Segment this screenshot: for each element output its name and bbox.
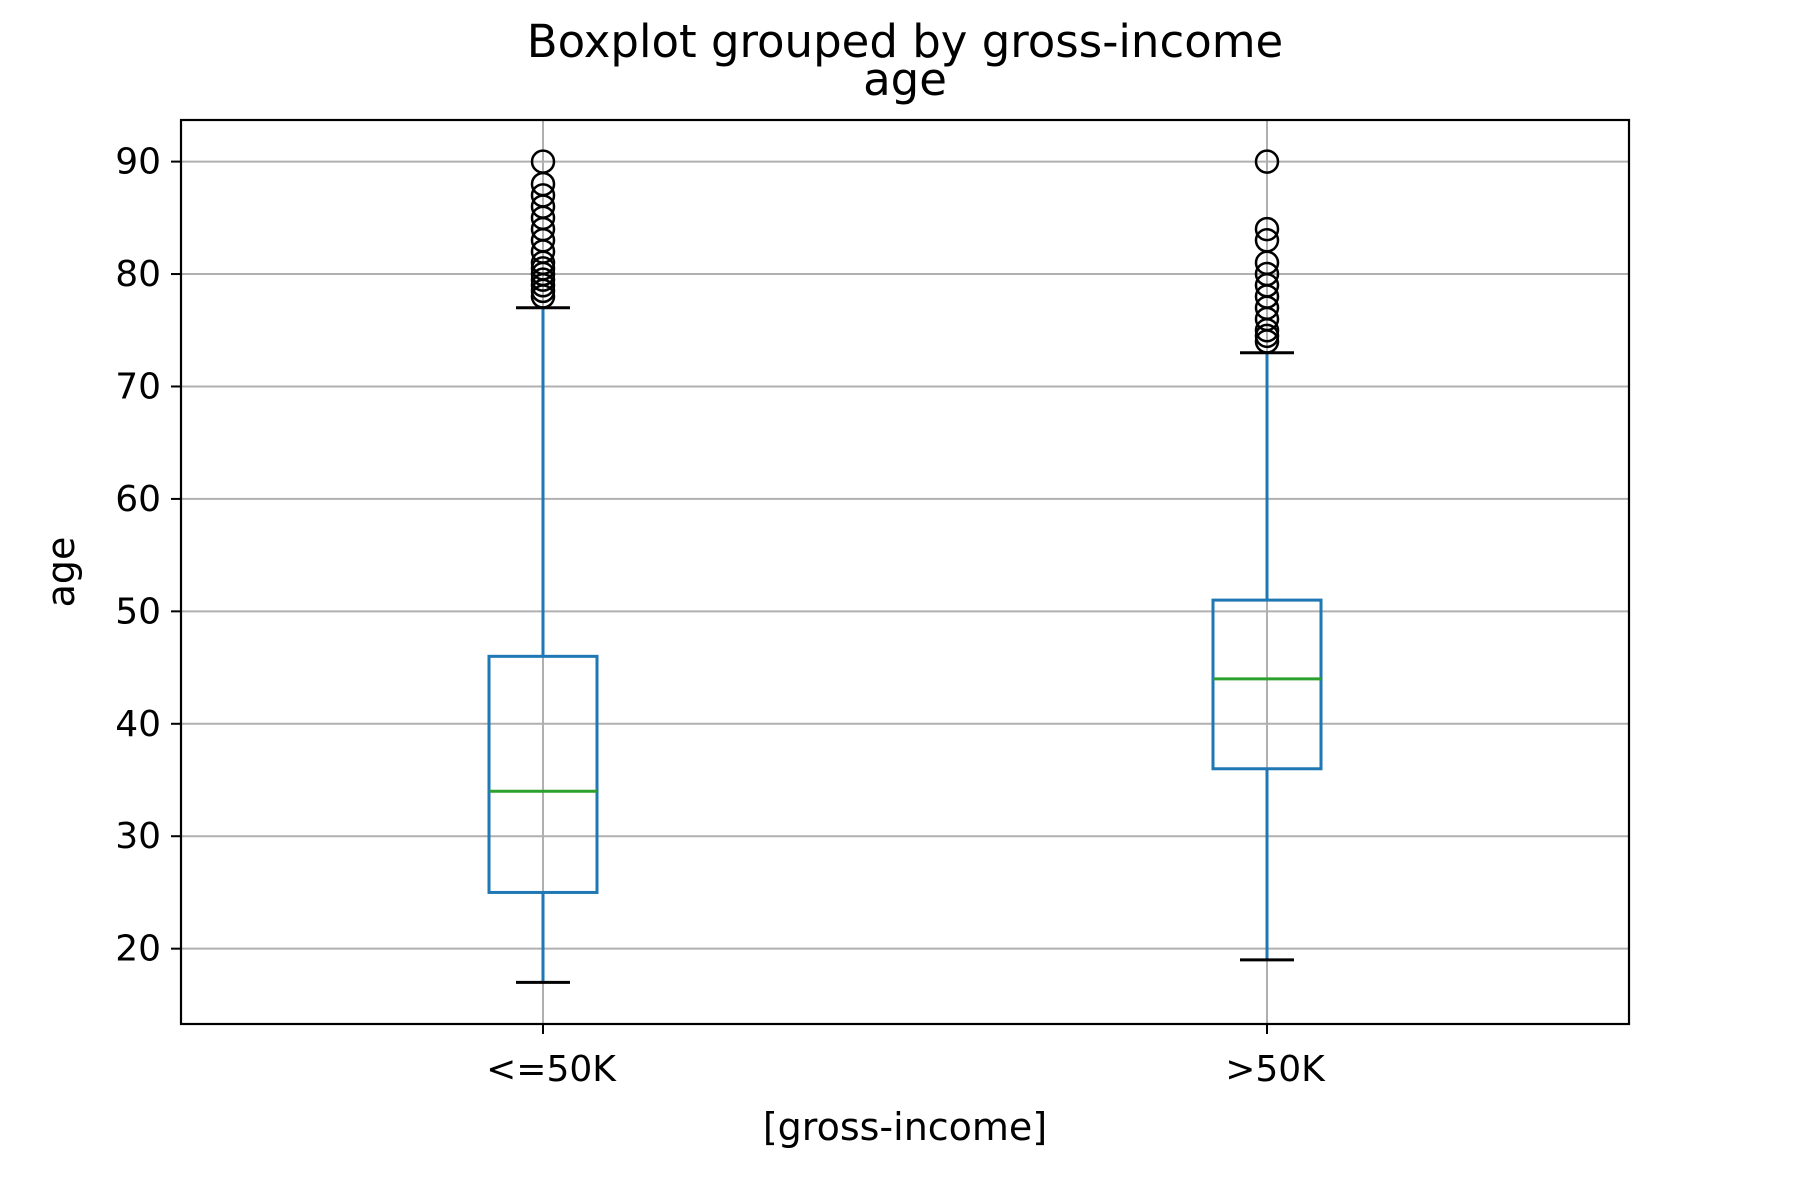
iqr-box xyxy=(487,654,599,894)
iqr-box xyxy=(1211,598,1323,771)
chart-suptitle: Boxplot grouped by gross-income xyxy=(527,15,1284,68)
outlier-point xyxy=(1254,261,1280,287)
box-series xyxy=(487,149,1323,984)
grid-lines xyxy=(181,120,1629,1024)
y-tick-label: 80 xyxy=(115,254,161,295)
outlier-point xyxy=(1254,216,1280,242)
y-axis-label: age xyxy=(39,537,83,608)
y-tick-label: 60 xyxy=(115,479,161,520)
x-axis-ticks: <=50K >50K xyxy=(486,1024,1326,1090)
chart-title: age xyxy=(863,53,947,106)
y-tick-label: 90 xyxy=(115,142,161,183)
y-tick-label: 30 xyxy=(115,816,161,857)
outlier-point xyxy=(530,267,556,292)
plot-frame xyxy=(179,118,1631,1026)
x-tick-label: <=50K xyxy=(486,1049,617,1090)
outlier-point xyxy=(530,149,556,174)
outlier-point xyxy=(530,256,556,281)
y-tick-label: 50 xyxy=(115,591,161,632)
x-axis-label: [gross-income] xyxy=(763,1105,1047,1149)
y-tick-label: 20 xyxy=(115,929,161,970)
y-axis-ticks: 20 30 40 50 60 70 80 90 xyxy=(115,142,181,970)
y-tick-label: 40 xyxy=(115,704,161,745)
outlier-point xyxy=(530,183,556,208)
outlier-point xyxy=(1254,228,1280,253)
box-group-le-50k xyxy=(487,149,599,984)
x-tick-label: >50K xyxy=(1225,1049,1326,1090)
y-tick-label: 70 xyxy=(115,366,161,407)
outlier-point xyxy=(1254,323,1280,349)
box-group-gt-50k xyxy=(1211,149,1323,962)
outlier-point xyxy=(1254,149,1280,174)
